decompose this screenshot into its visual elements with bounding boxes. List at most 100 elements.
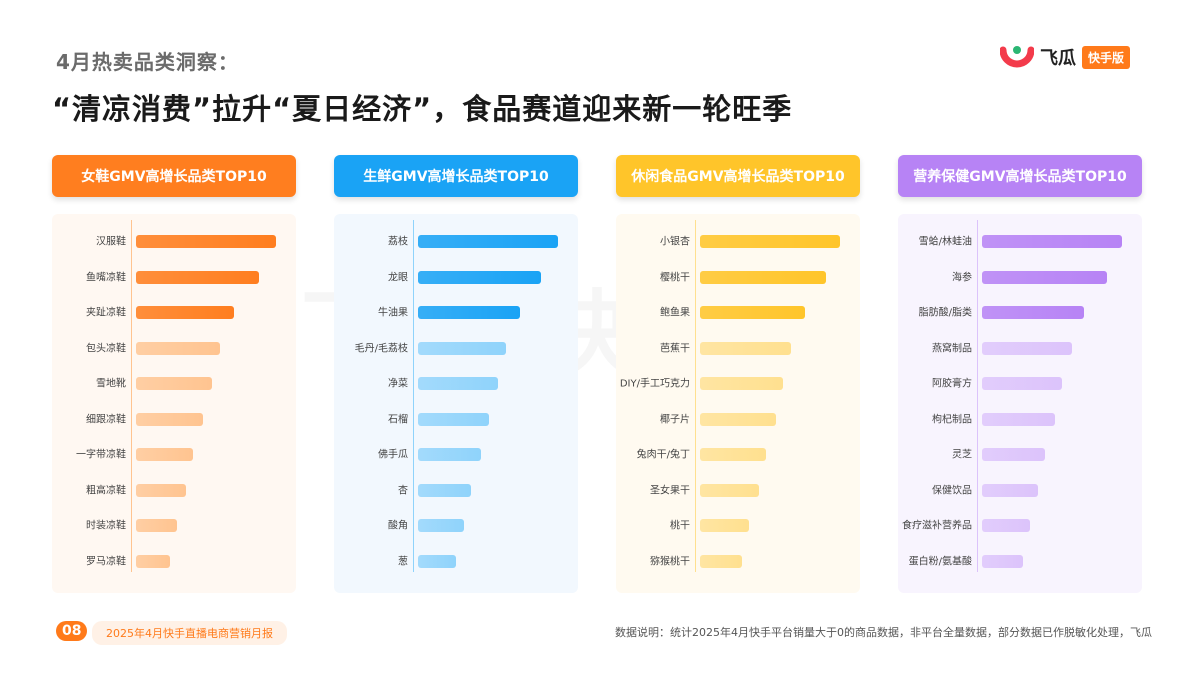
chart-panel-3: 休闲食品GMV高增长品类TOP10 小银杏 樱桃干 鲍鱼果 芭蕉干 DIY/手工巧克力 椰子…: [616, 155, 860, 593]
bar-row: 阿胶膏方: [898, 369, 1142, 399]
chart-body: 荔枝 龙眼 牛油果 毛丹/毛荔枝 净菜 石榴 佛手瓜杏酸角葱: [334, 214, 578, 593]
bar-row: 粗高凉鞋: [52, 476, 296, 506]
feigua-logo-icon: [1000, 46, 1034, 68]
category-label: 鲍鱼果: [660, 307, 690, 319]
category-label: 椰子片: [660, 414, 690, 425]
bar-row: 食疗滋补营养品: [898, 511, 1142, 541]
category-label: 包头凉鞋: [86, 343, 126, 354]
category-label: 细跟凉鞋: [86, 414, 126, 425]
category-label: 保健饮品: [932, 485, 972, 496]
axis-line: [695, 220, 696, 572]
axis-line: [131, 220, 132, 572]
bar: [982, 519, 1030, 532]
bar: [136, 341, 220, 355]
bar-row: 时装凉鞋: [52, 511, 296, 541]
bar: [418, 412, 490, 426]
logo-badge: 快手版: [1082, 45, 1131, 69]
bar-row: 牛油果: [334, 298, 578, 328]
category-label: 粗高凉鞋: [86, 485, 126, 496]
category-label: 芭蕉干: [660, 343, 690, 354]
bar-row: 枸杞制品: [898, 405, 1142, 435]
bar-row: 佛手瓜: [334, 440, 578, 470]
bar: [136, 448, 194, 461]
bar: [700, 306, 805, 319]
bar: [700, 377, 783, 390]
category-label: 毛丹/毛荔枝: [354, 343, 408, 354]
category-label: 净菜: [388, 378, 408, 390]
bar: [418, 306, 521, 319]
chart-title: 营养保健GMV高增长品类TOP10: [898, 155, 1142, 197]
category-label: 阿胶膏方: [932, 378, 972, 390]
bar: [136, 270, 260, 284]
bar-row: 包头凉鞋: [52, 334, 296, 364]
bar-row: 灵芝: [898, 440, 1142, 470]
bar-row: 细跟凉鞋: [52, 405, 296, 435]
bar: [136, 412, 204, 426]
bar: [418, 483, 472, 497]
category-label: 牛油果: [378, 307, 408, 319]
category-label: 雪地靴: [96, 378, 126, 390]
bar-row: 一字带凉鞋: [52, 440, 296, 470]
bar: [700, 519, 749, 532]
bar: [136, 483, 187, 497]
page-subtitle: 4月热卖品类洞察：: [56, 50, 239, 74]
bar-row: 鱼嘴凉鞋: [52, 263, 296, 293]
category-label: 圣女果干: [650, 485, 690, 496]
bar: [700, 341, 791, 355]
bar: [700, 270, 826, 284]
category-label: 荔枝: [388, 236, 408, 248]
category-label: 一字带凉鞋: [76, 449, 126, 461]
bar-row: 小银杏: [616, 227, 860, 257]
chart-title: 休闲食品GMV高增长品类TOP10: [616, 155, 860, 197]
bar-row: DIY/手工巧克力: [616, 369, 860, 399]
bar: [700, 554, 742, 568]
bar-row: 毛丹/毛荔枝: [334, 334, 578, 364]
axis-line: [977, 220, 978, 572]
category-label: 枸杞制品: [932, 414, 972, 425]
bar-row: 雪蛤/林蛙油: [898, 227, 1142, 257]
category-label: 雪蛤/林蛙油: [918, 236, 972, 248]
report-name: 2025年4月快手直播电商营销月报: [92, 621, 287, 645]
category-label: 脂肪酸/脂类: [918, 307, 972, 319]
axis-line: [413, 220, 414, 572]
bar: [418, 519, 465, 532]
category-label: 海参: [952, 272, 972, 283]
chart-title: 生鲜GMV高增长品类TOP10: [334, 155, 578, 197]
category-label: 时装凉鞋: [86, 520, 126, 532]
category-label: 鱼嘴凉鞋: [86, 272, 126, 283]
bar: [700, 412, 776, 426]
bar-row: 罗马凉鞋: [52, 547, 296, 577]
bar-row: 圣女果干: [616, 476, 860, 506]
category-label: 兔肉干/兔丁: [636, 449, 690, 461]
category-label: 桃干: [670, 520, 690, 532]
bar-row: 兔肉干/兔丁: [616, 440, 860, 470]
bar-row: 芭蕉干: [616, 334, 860, 364]
category-label: 石榴: [388, 414, 408, 425]
bar-row: 椰子片: [616, 405, 860, 435]
bar: [418, 554, 456, 568]
chart-panel-4: 营养保健GMV高增长品类TOP10 雪蛤/林蛙油海参脂肪酸/脂类燕窝制品阿胶膏方枸…: [898, 155, 1142, 593]
bar-row: 酸角: [334, 511, 578, 541]
category-label: 蛋白粉/氨基酸: [908, 556, 972, 567]
bar-row: 鲍鱼果: [616, 298, 860, 328]
bar-row: 荔枝: [334, 227, 578, 257]
bar: [700, 235, 840, 248]
category-label: 杏: [398, 485, 408, 496]
bar-row: 猕猴桃干: [616, 547, 860, 577]
bar-row: 净菜: [334, 369, 578, 399]
bar-row: 燕窝制品: [898, 334, 1142, 364]
category-label: 酸角: [388, 520, 408, 532]
data-note: 数据说明：统计2025年4月快手平台销量大于0的商品数据，非平台全量数据，部分数…: [615, 626, 1152, 639]
bar-row: 杏: [334, 476, 578, 506]
bar: [136, 235, 276, 248]
bar: [982, 306, 1085, 319]
bar-row: 桃干: [616, 511, 860, 541]
bar: [418, 270, 542, 284]
bar: [136, 377, 212, 390]
category-label: 燕窝制品: [932, 343, 972, 354]
bar: [700, 448, 766, 461]
bar: [982, 448, 1045, 461]
bar: [982, 554, 1023, 568]
category-label: 罗马凉鞋: [86, 556, 126, 567]
category-label: DIY/手工巧克力: [619, 378, 690, 390]
